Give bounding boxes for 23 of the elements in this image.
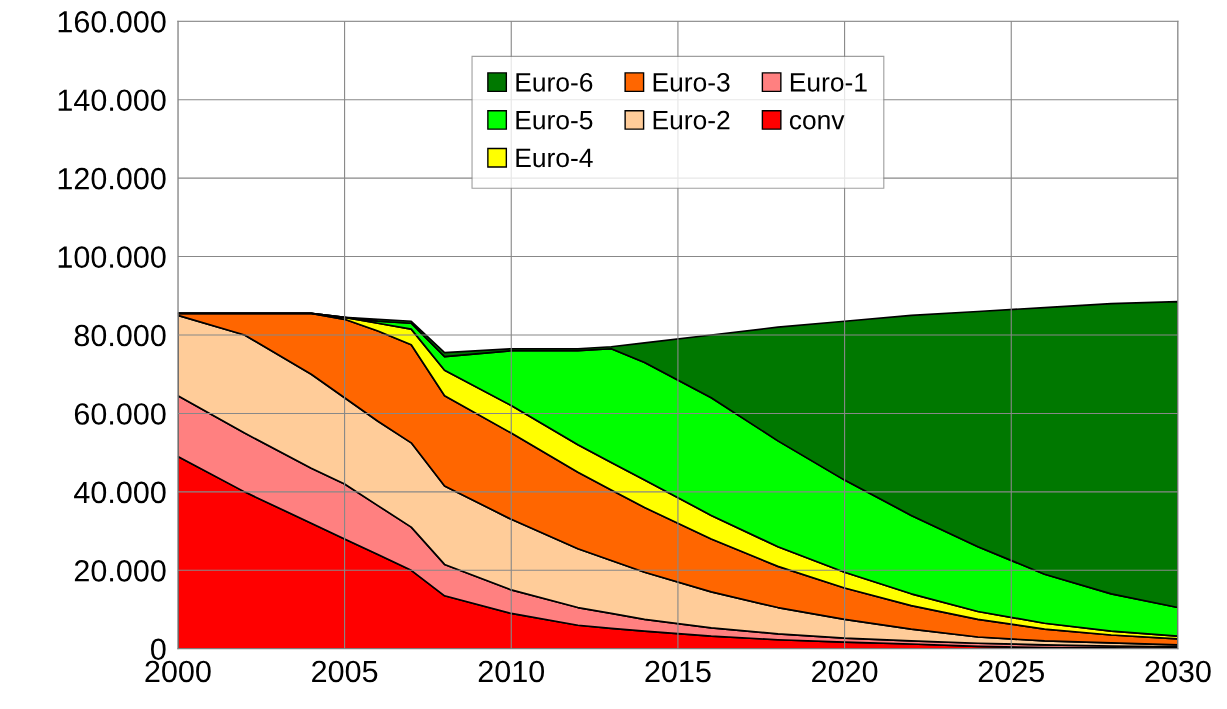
y-tick-label: 60.000 (74, 403, 166, 425)
x-tick-label: 2030 (1145, 660, 1211, 683)
y-tick-label: 140.000 (58, 89, 166, 112)
y-tick-label: 40.000 (74, 481, 166, 504)
legend-label: Euro-4 (516, 148, 593, 168)
y-tick-label: 160.000 (58, 11, 166, 33)
y-tick-label: 120.000 (58, 167, 166, 190)
y-tick-label: 0 (151, 638, 166, 661)
x-tick-label: 2025 (978, 660, 1044, 683)
x-tick-label: 2010 (478, 660, 545, 683)
legend-label: Euro-3 (653, 72, 730, 92)
y-tick-label: 80.000 (74, 324, 166, 347)
legend-label: Euro-6 (516, 72, 593, 92)
x-tick-label: 2000 (145, 660, 211, 683)
x-tick-label: 2015 (645, 660, 711, 683)
y-tick-label: 20.000 (74, 560, 166, 582)
legend-label: Euro-1 (790, 73, 867, 92)
x-tick-label: 2005 (312, 660, 378, 683)
x-tick-label: 2020 (812, 660, 878, 683)
y-tick-label: 100.000 (58, 246, 166, 268)
legend-label: Euro-5 (516, 111, 593, 130)
legend-label: Euro-2 (653, 110, 730, 130)
legend-label: conv (789, 114, 845, 130)
